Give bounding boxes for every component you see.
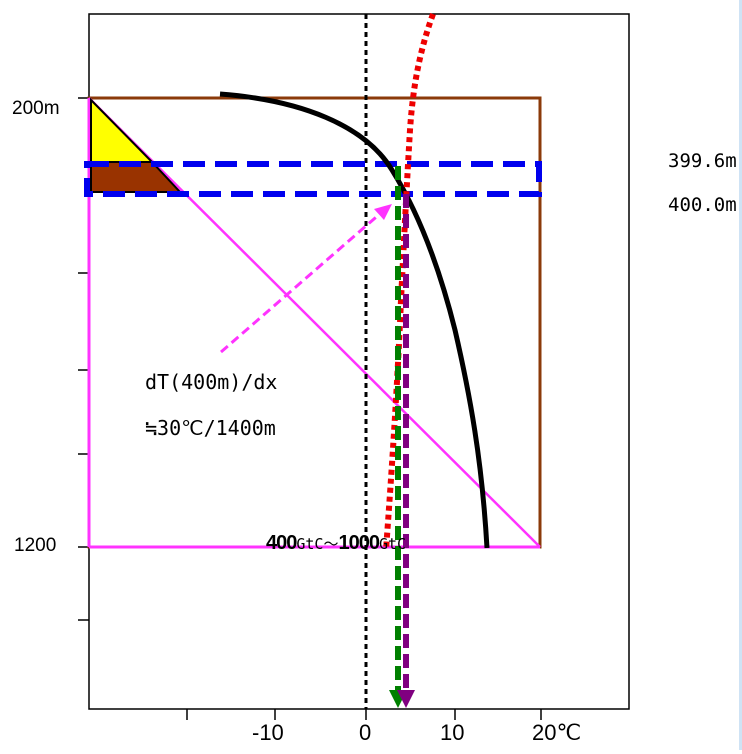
- temperature-profile-curve: [219, 91, 490, 549]
- gradient-pointer-head: [374, 204, 392, 220]
- gradient-label: dT(400m)/dx: [145, 370, 278, 394]
- carbon-high-value: 1000: [338, 532, 379, 554]
- x-label-0: 0: [359, 720, 372, 745]
- x-label-10: 10: [440, 720, 465, 745]
- purple-arrow-head: [397, 690, 415, 708]
- yellow-triangle: [90, 97, 155, 163]
- y-label-bottom: 1200: [14, 535, 57, 556]
- right-label-upper: 399.6m: [668, 150, 737, 172]
- gradient-value: ≒30℃/1400m: [145, 416, 276, 440]
- carbon-separator: ～: [323, 535, 339, 553]
- magenta-diagonal: [88, 97, 541, 548]
- right-label-lower: 400.0m: [668, 194, 737, 216]
- y-label-top: 200m: [12, 98, 60, 119]
- x-label-20: 20℃: [532, 720, 582, 745]
- x-label-minus10: -10: [252, 720, 284, 745]
- carbon-range-label: 400GtC～1000GtC: [266, 532, 406, 555]
- plot-frame: [88, 13, 630, 710]
- carbon-low-unit: GtC: [296, 535, 324, 553]
- gradient-pointer: [220, 210, 383, 354]
- layer-band: [84, 161, 542, 197]
- carbon-high-unit: GtC: [378, 535, 407, 553]
- red-dotted-curve: [383, 12, 436, 551]
- window-edge: [739, 0, 742, 750]
- carbon-low-value: 400: [266, 532, 297, 554]
